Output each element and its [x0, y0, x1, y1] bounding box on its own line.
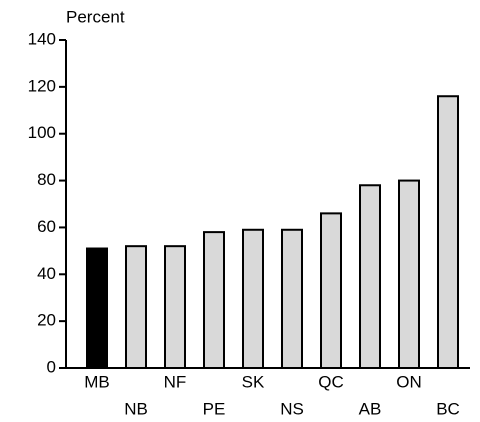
y-tick-label: 80 [37, 170, 56, 189]
y-tick-label: 60 [37, 217, 56, 236]
bar [437, 95, 459, 369]
y-tick-label: 140 [28, 29, 56, 48]
bar [320, 212, 342, 369]
bar [203, 231, 225, 369]
bar [281, 228, 303, 369]
x-tick-label: NF [164, 372, 187, 391]
bar [359, 184, 381, 369]
x-tick-label: QC [318, 372, 344, 391]
x-tick-label: ON [396, 372, 422, 391]
bar [164, 245, 186, 370]
y-tick-label: 40 [37, 264, 56, 283]
y-axis-label: Percent [66, 7, 125, 26]
x-tick-label: NS [280, 399, 304, 418]
bar [125, 245, 147, 370]
bar [86, 247, 108, 369]
y-tick-label: 120 [28, 76, 56, 95]
x-tick-label: NB [124, 399, 148, 418]
y-tick-label: 20 [37, 311, 56, 330]
y-tick-label: 0 [47, 357, 56, 376]
x-tick-label: SK [242, 372, 265, 391]
x-tick-label: AB [359, 399, 382, 418]
x-tick-label: MB [84, 372, 110, 391]
y-tick-label: 100 [28, 123, 56, 142]
bar [398, 179, 420, 369]
x-tick-label: PE [203, 399, 226, 418]
x-tick-label: BC [436, 399, 460, 418]
bar [242, 228, 264, 369]
